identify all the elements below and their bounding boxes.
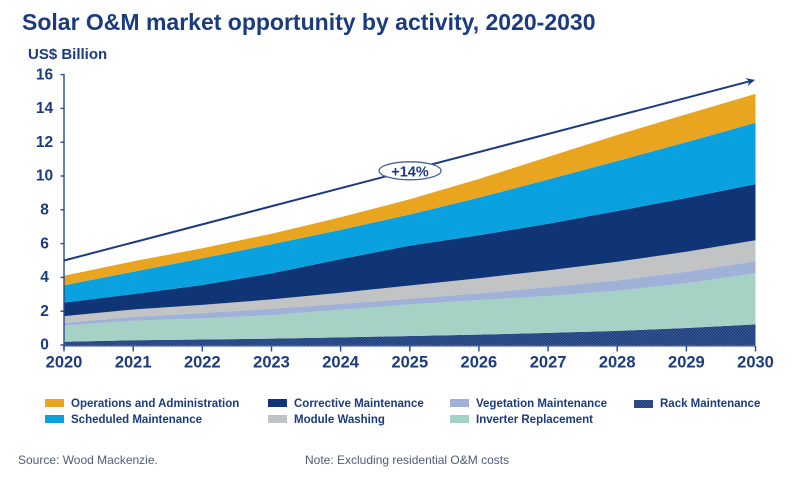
- svg-text:2029: 2029: [668, 354, 705, 372]
- svg-text:2025: 2025: [391, 354, 428, 372]
- svg-text:2020: 2020: [46, 354, 83, 372]
- svg-text:4: 4: [40, 269, 49, 286]
- svg-text:2026: 2026: [461, 354, 498, 372]
- svg-text:2028: 2028: [599, 354, 636, 372]
- svg-text:2024: 2024: [322, 354, 360, 372]
- svg-text:6: 6: [40, 235, 49, 252]
- svg-text:2021: 2021: [115, 354, 152, 372]
- svg-text:0: 0: [40, 337, 49, 354]
- svg-text:+14%: +14%: [391, 164, 429, 180]
- svg-text:2030: 2030: [737, 354, 774, 372]
- svg-text:12: 12: [36, 134, 53, 151]
- svg-text:8: 8: [40, 202, 49, 219]
- svg-text:14: 14: [36, 100, 54, 117]
- svg-text:2023: 2023: [253, 354, 290, 372]
- svg-text:2: 2: [40, 303, 49, 320]
- svg-text:2027: 2027: [530, 354, 567, 372]
- svg-text:16: 16: [36, 66, 54, 83]
- svg-text:2022: 2022: [184, 354, 221, 372]
- svg-text:10: 10: [36, 168, 53, 185]
